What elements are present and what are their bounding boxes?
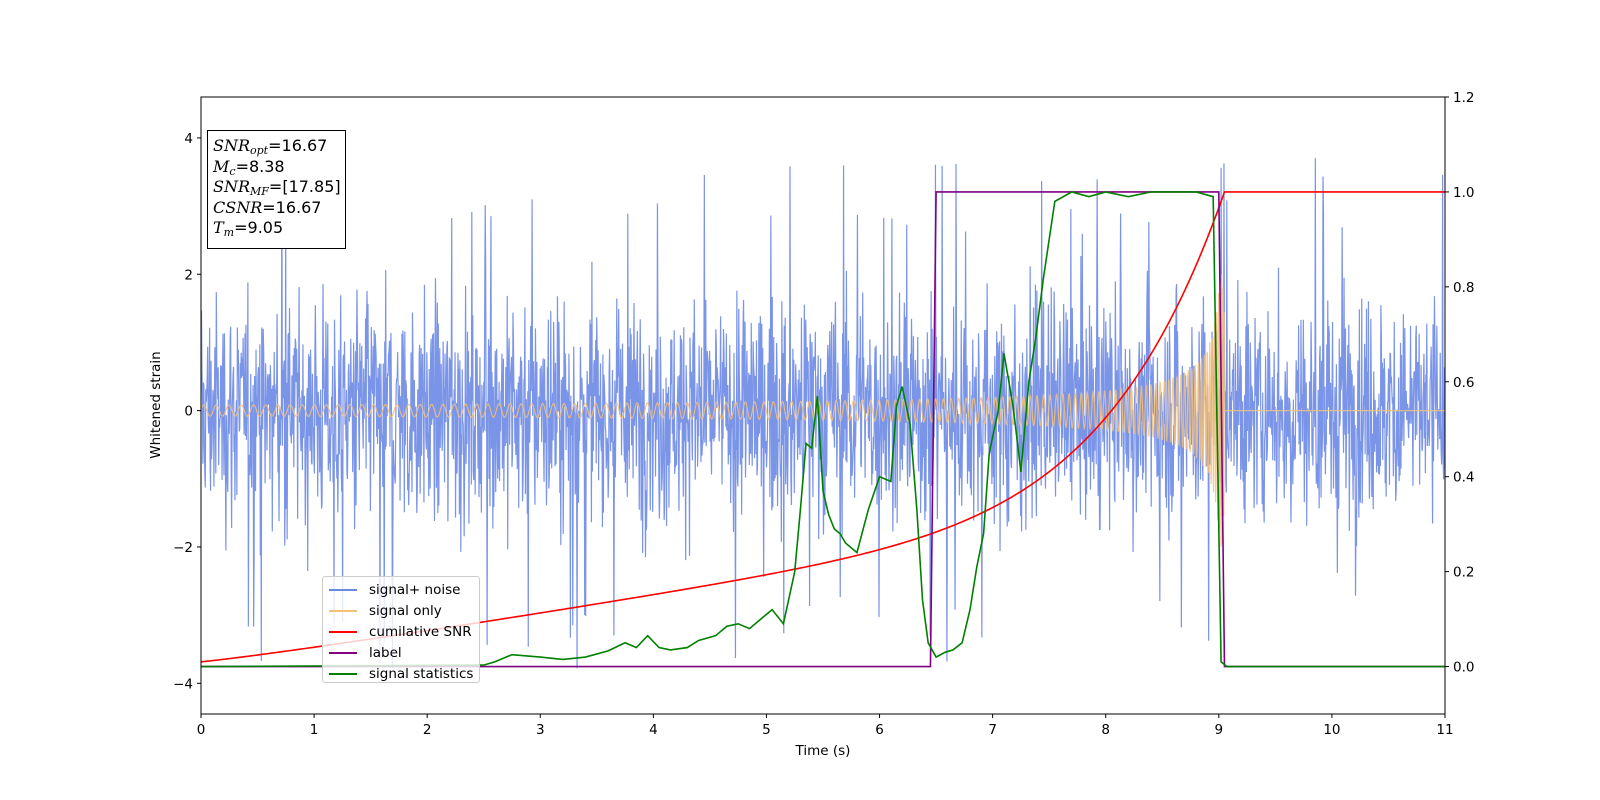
csnr-annotation: CSNR=16.67 bbox=[213, 197, 322, 217]
legend-swatch bbox=[329, 630, 357, 633]
legend-label: signal statistics bbox=[369, 665, 474, 682]
legend-swatch bbox=[329, 609, 357, 612]
x-axis-label: Time (s) bbox=[795, 743, 851, 759]
series-signal-noise bbox=[201, 154, 1445, 669]
y-tick-label-left: 2 bbox=[184, 267, 193, 283]
series-signal-statistics bbox=[201, 191, 1445, 668]
x-tick-label: 10 bbox=[1323, 722, 1340, 738]
x-tick-label: 0 bbox=[197, 722, 206, 738]
legend-label: signal only bbox=[369, 602, 442, 619]
legend: signal+ noise signal only cumilative SNR… bbox=[322, 576, 480, 683]
y-tick-label-left: −4 bbox=[173, 676, 193, 692]
legend-item-signal-only: signal only bbox=[323, 600, 479, 621]
y-tick-label-left: 4 bbox=[184, 131, 193, 147]
y-tick-label-right: 0.6 bbox=[1453, 375, 1474, 391]
y-tick-label-right: 0.4 bbox=[1453, 470, 1474, 486]
x-tick-label: 2 bbox=[423, 722, 432, 738]
snr-opt-annotation: SNRopt=16.67 bbox=[213, 136, 328, 157]
x-tick-label: 8 bbox=[1101, 722, 1110, 738]
chirp-mass-annotation: Mc=8.38 bbox=[213, 156, 285, 178]
axes-frame bbox=[200, 96, 1446, 715]
y-tick-label-left: 0 bbox=[184, 404, 193, 420]
x-tick-label: 7 bbox=[988, 722, 997, 738]
legend-item-signal-statistics: signal statistics bbox=[323, 663, 479, 684]
y-tick-label-right: 0.2 bbox=[1453, 565, 1474, 581]
legend-label: label bbox=[369, 644, 402, 661]
legend-swatch bbox=[329, 672, 357, 675]
annotation-box: SNRopt=16.67 Mc=8.38 SNRMF=[17.85] CSNR=… bbox=[207, 130, 346, 249]
x-tick-label: 9 bbox=[1215, 722, 1224, 738]
x-tick-label: 4 bbox=[649, 722, 658, 738]
legend-swatch bbox=[329, 651, 357, 654]
y-axis-label: Whitened strain bbox=[148, 351, 164, 458]
y-tick-label-left: −2 bbox=[173, 540, 193, 556]
legend-item-cumulative-snr: cumilative SNR bbox=[323, 621, 479, 642]
legend-label: cumilative SNR bbox=[369, 623, 472, 640]
ticks-layer: 0 1 2 3 4 5 6 7 8 9 10 11 −4 −2 0 2 4 0.0 0.2 0.4 0.6 0.8 1.0 1… bbox=[173, 90, 1474, 738]
x-tick-label: 1 bbox=[310, 722, 319, 738]
x-tick-label: 6 bbox=[875, 722, 884, 738]
y-tick-label-right: 1.0 bbox=[1453, 185, 1474, 201]
snr-mf-annotation: SNRMF=[17.85] bbox=[213, 177, 341, 198]
legend-swatch bbox=[329, 588, 357, 591]
x-tick-label: 5 bbox=[762, 722, 771, 738]
merger-time-annotation: Tm=9.05 bbox=[213, 218, 284, 239]
x-tick-label: 3 bbox=[536, 722, 545, 738]
legend-item-signal-noise: signal+ noise bbox=[323, 579, 479, 600]
y-tick-label-right: 0.8 bbox=[1453, 280, 1474, 296]
legend-label: signal+ noise bbox=[369, 581, 461, 598]
series-signal-only bbox=[201, 274, 1445, 547]
x-tick-label: 11 bbox=[1436, 722, 1453, 738]
y-tick-label-right: 0.0 bbox=[1453, 660, 1474, 676]
y-tick-label-right: 1.2 bbox=[1453, 90, 1474, 106]
legend-item-label: label bbox=[323, 642, 479, 663]
